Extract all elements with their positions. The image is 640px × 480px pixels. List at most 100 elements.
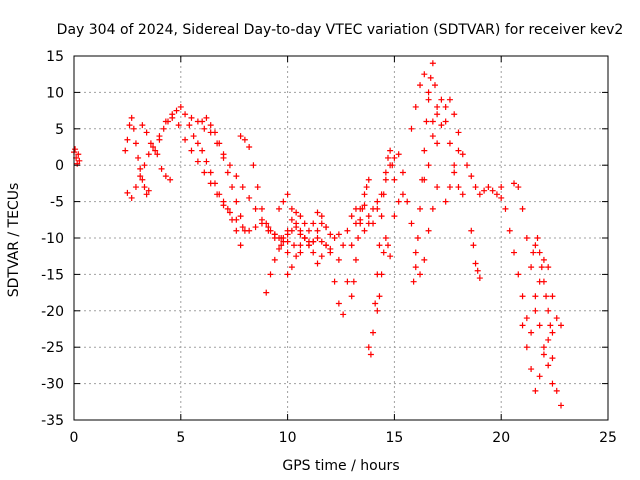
data-point [530, 249, 537, 256]
data-point [434, 140, 441, 147]
data-point [258, 205, 265, 212]
y-tick-label: 10 [46, 85, 64, 101]
data-point [538, 264, 545, 271]
data-point [156, 133, 163, 140]
data-point [340, 311, 347, 318]
data-point [387, 147, 394, 154]
data-point [177, 103, 184, 110]
data-point [523, 344, 530, 351]
data-point [203, 158, 210, 165]
data-point [429, 118, 436, 125]
data-point [399, 169, 406, 176]
data-point [199, 118, 206, 125]
data-point [378, 271, 385, 278]
data-point [132, 140, 139, 147]
data-point [318, 238, 325, 245]
data-point [361, 227, 368, 234]
data-point [363, 184, 370, 191]
data-point [540, 256, 547, 263]
y-tick-label: -35 [41, 413, 64, 429]
data-point [194, 158, 201, 165]
x-tick-label: 0 [70, 430, 79, 446]
series-s [421, 96, 466, 198]
series-l [335, 198, 381, 263]
data-point [207, 169, 214, 176]
data-point [141, 162, 148, 169]
data-point [540, 351, 547, 358]
y-tick-label: -25 [41, 340, 64, 356]
data-point [348, 213, 355, 220]
data-point [474, 267, 481, 274]
x-axis-label: GPS time / hours [282, 458, 399, 474]
data-point [370, 205, 377, 212]
data-point [421, 71, 428, 78]
data-point [558, 402, 565, 409]
data-point [278, 242, 285, 249]
data-point [545, 362, 552, 369]
data-point [335, 231, 342, 238]
data-point [318, 220, 325, 227]
data-point [357, 220, 364, 227]
data-point [124, 189, 131, 196]
data-point [438, 96, 445, 103]
data-point [493, 191, 500, 198]
data-point [305, 238, 312, 245]
data-point [384, 154, 391, 161]
data-point [280, 238, 287, 245]
data-point [128, 114, 135, 121]
data-point [220, 154, 227, 161]
data-point [382, 235, 389, 241]
data-point [451, 111, 458, 118]
data-point [468, 227, 475, 234]
data-point [258, 216, 265, 223]
data-point [199, 147, 206, 154]
data-point [186, 122, 193, 129]
data-point [305, 227, 312, 234]
data-point [137, 165, 144, 172]
data-point [455, 129, 462, 136]
data-point [446, 140, 453, 147]
data-point [427, 74, 434, 81]
y-tick-label: -15 [41, 267, 64, 283]
data-point [348, 242, 355, 249]
data-point [429, 205, 436, 212]
data-point [267, 227, 274, 234]
data-point [167, 176, 174, 183]
data-point [224, 205, 231, 212]
data-point [293, 253, 300, 260]
data-point [237, 213, 244, 220]
series-y [530, 235, 556, 336]
series-d [156, 114, 291, 256]
data-point [459, 151, 466, 158]
data-point [207, 122, 214, 129]
data-point [553, 387, 560, 394]
series-w [511, 180, 565, 409]
series-v [498, 184, 565, 336]
data-point [254, 184, 261, 191]
data-point [417, 271, 424, 278]
data-point [224, 169, 231, 176]
data-point [124, 136, 131, 143]
x-tick-label: 5 [176, 430, 185, 446]
data-point [352, 256, 359, 263]
data-point [536, 322, 543, 329]
data-point [265, 224, 272, 231]
data-point [425, 89, 432, 96]
data-point [425, 96, 432, 103]
data-point [75, 151, 82, 158]
data-point [350, 278, 357, 285]
data-point [442, 198, 449, 205]
data-point [485, 184, 492, 191]
data-point [297, 213, 304, 220]
data-point [391, 154, 398, 161]
data-point [314, 260, 321, 267]
data-point [365, 344, 372, 351]
data-point [158, 165, 165, 172]
data-point [233, 198, 240, 205]
data-point [162, 118, 169, 125]
data-point [434, 111, 441, 118]
data-point [141, 184, 148, 191]
data-point [314, 227, 321, 234]
data-point [549, 329, 556, 336]
